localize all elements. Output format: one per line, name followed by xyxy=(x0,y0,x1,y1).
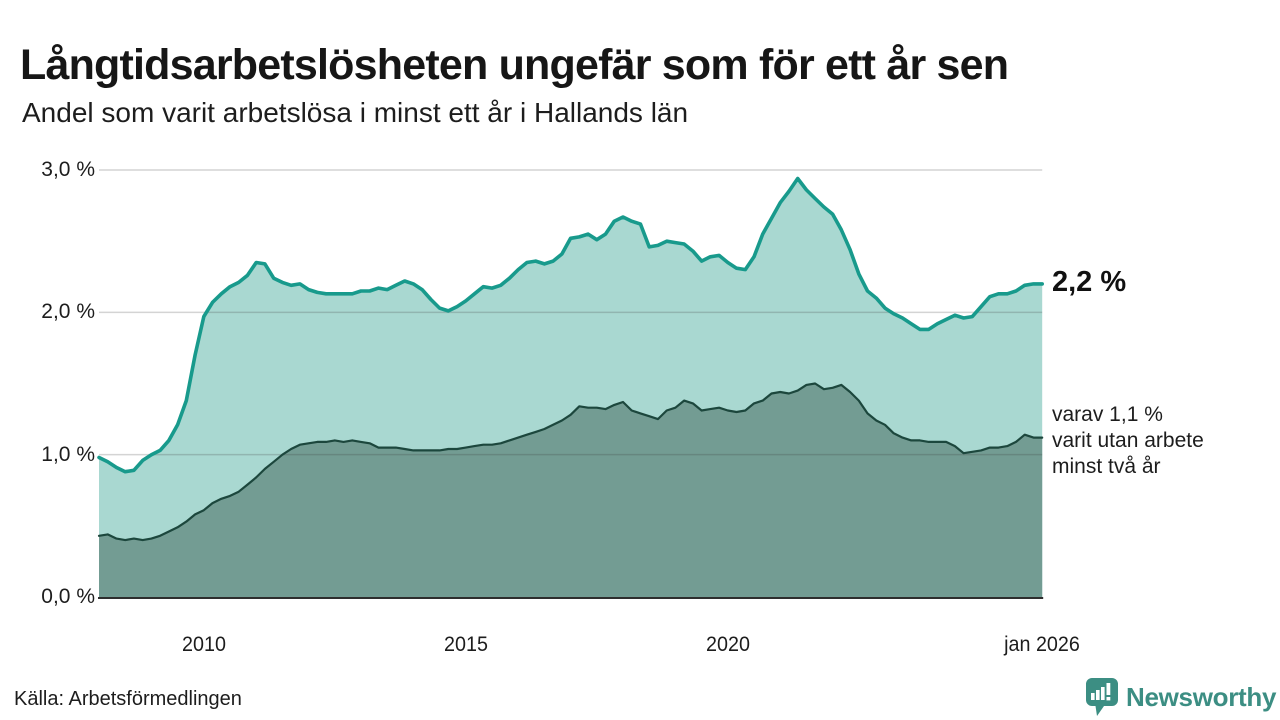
logo-exclamation-dot xyxy=(1106,697,1111,701)
newsworthy-wordmark: Newsworthy xyxy=(1126,682,1277,712)
x-tick-label: 2020 xyxy=(705,633,750,656)
subset-value-label: varav 1,1 % varit utan arbete minst två … xyxy=(1052,403,1204,478)
y-tick-label: 3,0 % xyxy=(41,158,95,181)
x-tick-label: jan 2026 xyxy=(1004,633,1081,656)
total-line xyxy=(97,176,1044,474)
chart-subtitle: Andel som varit arbetslösa i minst ett å… xyxy=(22,97,689,128)
y-tick-label: 2,0 % xyxy=(41,300,95,324)
subset-line xyxy=(97,382,1044,542)
x-tick-label: 2015 xyxy=(443,633,488,656)
y-tick-label: 0,0 % xyxy=(41,585,95,608)
logo-bar-medium xyxy=(1096,690,1100,700)
y-tick-label: 1,0 % xyxy=(41,442,95,466)
page-title: Långtidsarbetslösheten ungefär som för e… xyxy=(20,40,1009,89)
logo-bar-tall xyxy=(1101,687,1105,700)
source-note: Källa: Arbetsförmedlingen xyxy=(14,688,242,710)
newsworthy-icon xyxy=(1086,678,1118,716)
subset-area xyxy=(99,383,1043,597)
latest-value-label: 2,2 % xyxy=(1052,266,1127,298)
logo-bar-small xyxy=(1091,693,1095,700)
logo-exclamation-stem xyxy=(1106,683,1111,695)
x-tick-label: 2010 xyxy=(181,633,226,656)
newsworthy-logo[interactable]: Newsworthy xyxy=(1084,677,1276,717)
